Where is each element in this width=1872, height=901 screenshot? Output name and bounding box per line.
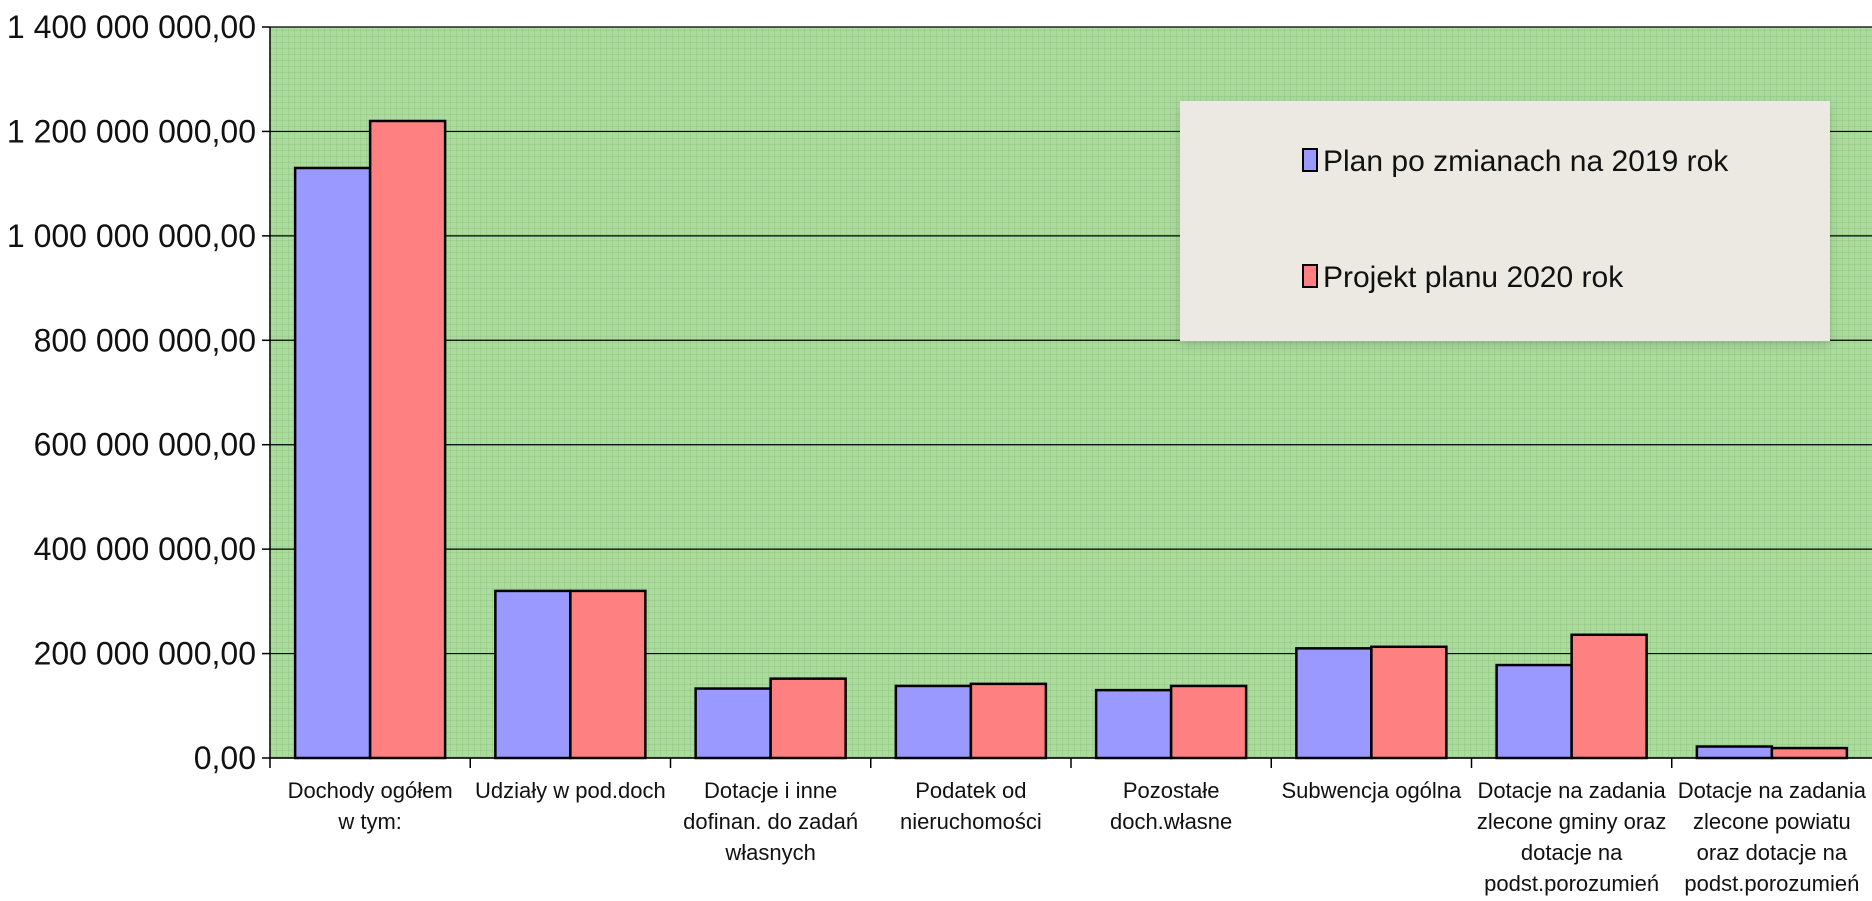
bar-plan-2019 (293, 166, 372, 760)
bar-project-2020 (769, 677, 847, 760)
y-tick-label: 800 000 000,00 (34, 322, 256, 358)
bar-project-2020 (1169, 684, 1248, 760)
y-tick-label: 400 000 000,00 (34, 531, 256, 567)
y-tick-label: 1 000 000 000,00 (7, 218, 256, 254)
x-category-label: Dotacje na zadania zlecone gminy oraz dota… (1477, 778, 1667, 896)
x-category-label: Dochody ogółem w tym: (288, 778, 453, 834)
bar-plan-2019 (1295, 647, 1373, 760)
x-category-label: Udziały w pod.doch (475, 778, 666, 803)
x-category-label: Podatek od nieruchomości (900, 778, 1042, 834)
axes (262, 26, 1872, 768)
x-axis-category-labels: Dochody ogółem w tym: Udziały w pod.doch Do… (288, 778, 1867, 896)
bar-plan-2019 (1495, 663, 1573, 760)
x-category-label: Subwencja ogólna (1281, 778, 1462, 803)
bars (293, 119, 1849, 760)
bar-plan-2019 (494, 589, 572, 760)
legend-label: Plan po zmianach na 2019 rok (1323, 145, 1729, 178)
bar-plan-2019 (1695, 745, 1774, 760)
legend: Plan po zmianach na 2019 rok Projekt plan… (1180, 101, 1830, 341)
bar-project-2020 (368, 119, 447, 760)
y-tick-label: 600 000 000,00 (34, 427, 256, 463)
y-tick-label: 1 200 000 000,00 (7, 113, 256, 149)
bar-plan-2019 (694, 687, 772, 760)
y-tick-label: 1 400 000 000,00 (7, 9, 256, 45)
x-category-label: Dotacje i inne dofinan. do zadań własnych (683, 778, 858, 865)
bar-plan-2019 (1094, 688, 1173, 760)
bar-project-2020 (1770, 746, 1849, 760)
y-tick-label: 200 000 000,00 (34, 636, 256, 672)
legend-box (1180, 101, 1830, 341)
x-category-label: Dotacje na zadania zlecone powiatu oraz do… (1678, 778, 1867, 896)
y-axis-tick-labels: 0,00 200 000 000,00 400 000 000,00 600 000 … (7, 9, 256, 776)
legend-swatch (1302, 148, 1318, 172)
bar-plan-2019 (894, 684, 973, 760)
bar-project-2020 (1570, 633, 1648, 760)
legend-swatch (1302, 264, 1318, 288)
y-tick-label: 0,00 (194, 740, 256, 776)
bar-project-2020 (569, 589, 647, 760)
legend-label: Projekt planu 2020 rok (1323, 261, 1624, 294)
x-category-label: Pozostałe doch.własne (1110, 778, 1232, 834)
bar-project-2020 (969, 682, 1048, 760)
bar-project-2020 (1370, 645, 1448, 760)
